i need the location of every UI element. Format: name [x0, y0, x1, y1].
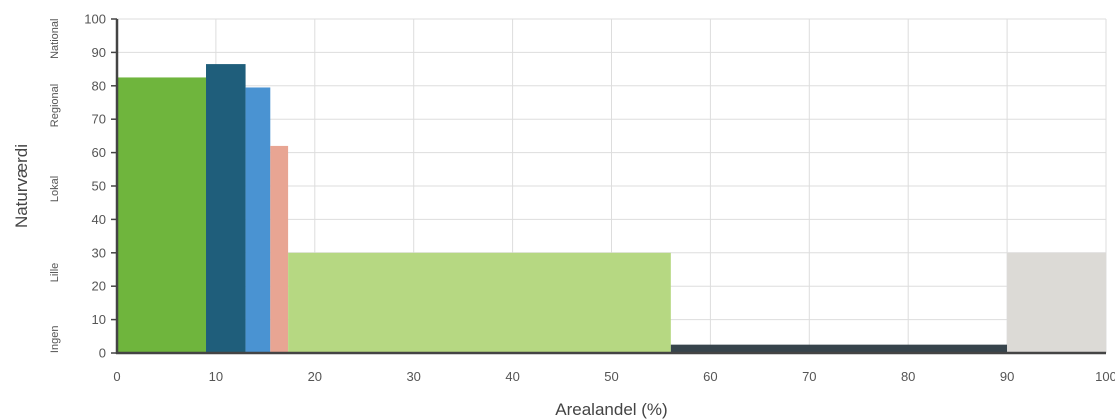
- value-band-label: Lille: [49, 263, 61, 283]
- x-tick-label: 40: [505, 369, 519, 384]
- y-tick-label: 100: [84, 12, 106, 27]
- x-tick-label: 10: [209, 369, 223, 384]
- value-band-label: Ingen: [49, 326, 61, 354]
- x-axis-title: Arealandel (%): [555, 400, 667, 419]
- y-tick-label: 70: [92, 112, 106, 127]
- bar: [117, 77, 207, 353]
- bar: [245, 87, 271, 353]
- x-tick-label: 0: [113, 369, 120, 384]
- x-tick-label: 20: [308, 369, 322, 384]
- value-band-labels: Ingen Lille Lokal Regional National: [49, 19, 61, 354]
- tick-labels: 0 10 20 30 40 50 60 70 80 90 100 0 10 20 30 40 50 60 70 80 9…: [84, 12, 1115, 385]
- y-tick-label: 10: [92, 312, 106, 327]
- x-tick-label: 70: [802, 369, 816, 384]
- y-axis-title: Naturværdi: [12, 144, 31, 228]
- y-tick-label: 30: [92, 245, 106, 260]
- bar: [1007, 252, 1106, 353]
- x-tick-label: 50: [604, 369, 618, 384]
- x-tick-label: 60: [703, 369, 717, 384]
- bars: [117, 64, 1106, 353]
- y-tick-label: 90: [92, 45, 106, 60]
- x-tick-label: 90: [1000, 369, 1014, 384]
- axes: [111, 18, 1106, 355]
- bar: [670, 344, 1008, 353]
- bar: [270, 145, 289, 353]
- y-tick-label: 80: [92, 78, 106, 93]
- value-band-label: National: [49, 19, 61, 59]
- y-tick-label: 40: [92, 212, 106, 227]
- y-tick-label: 60: [92, 145, 106, 160]
- value-band-label: Lokal: [49, 176, 61, 202]
- x-tick-label: 30: [406, 369, 420, 384]
- bar: [206, 64, 246, 353]
- x-tick-label: 80: [901, 369, 915, 384]
- x-tick-label: 100: [1095, 369, 1115, 384]
- y-tick-label: 20: [92, 279, 106, 294]
- y-tick-label: 50: [92, 179, 106, 194]
- value-band-label: Regional: [49, 84, 61, 127]
- y-tick-label: 0: [99, 346, 106, 361]
- bar: [288, 252, 671, 353]
